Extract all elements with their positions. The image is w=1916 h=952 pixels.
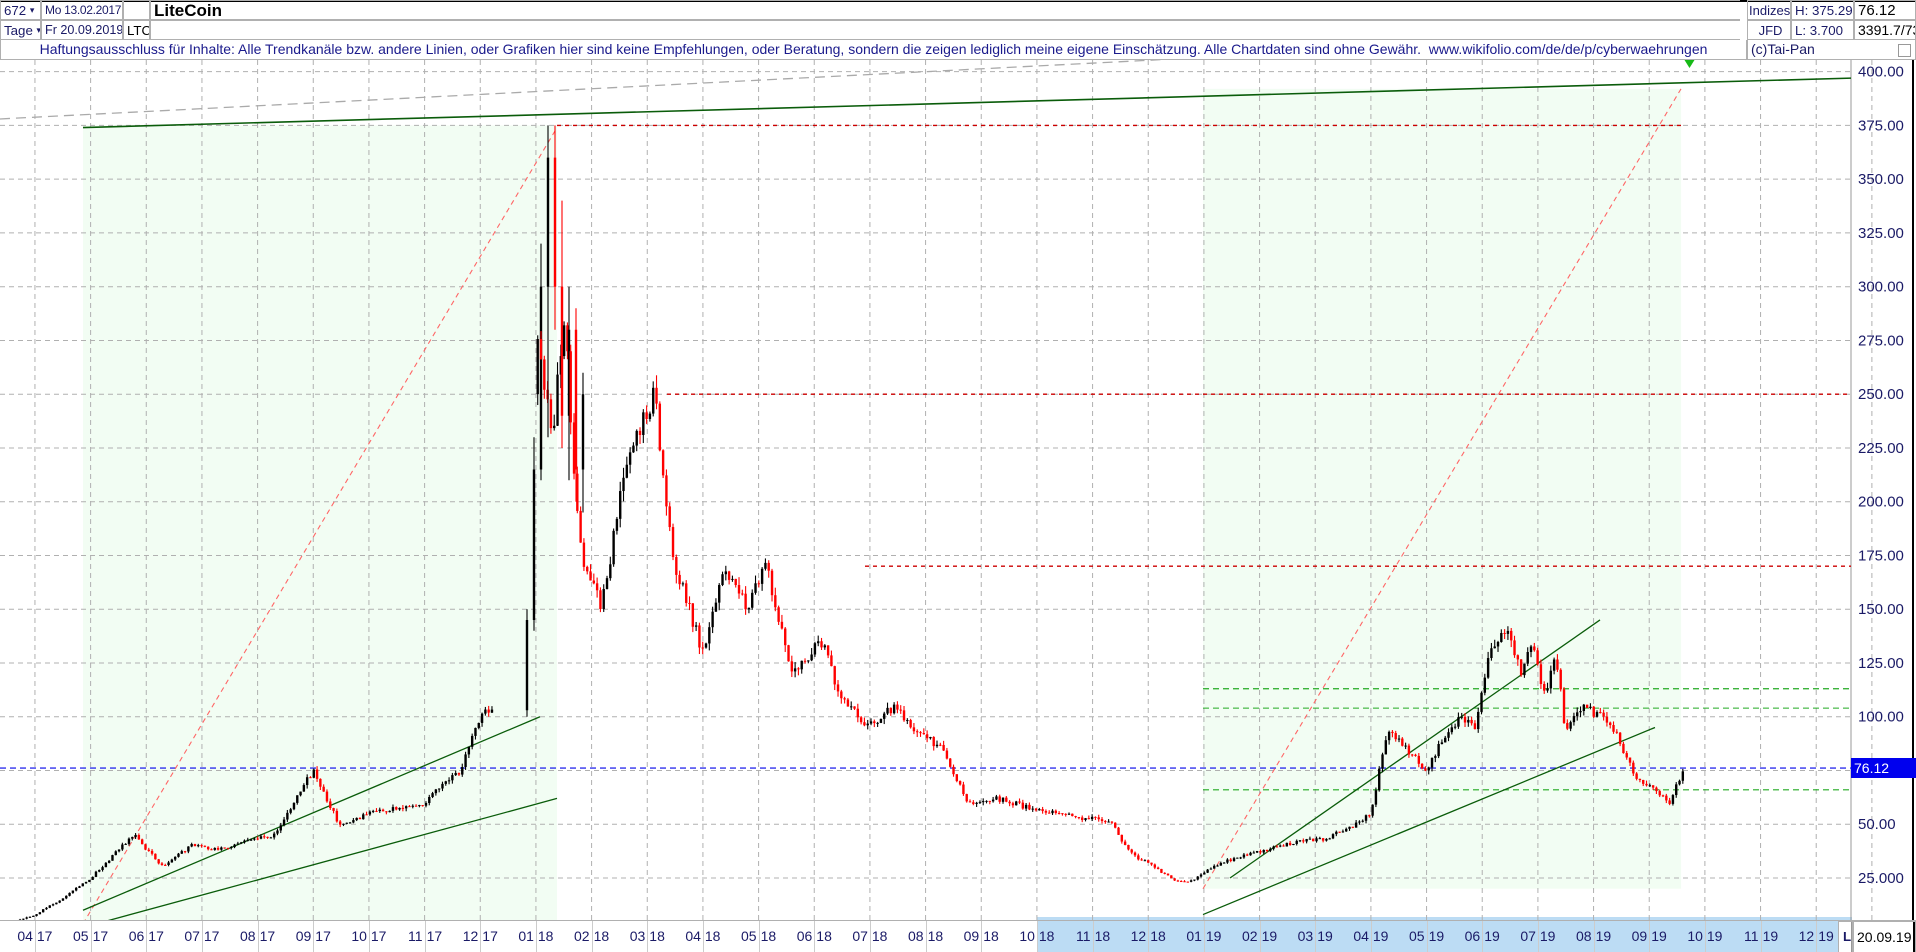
svg-text:50.00: 50.00 [1858,816,1896,833]
svg-text:175.00: 175.00 [1858,547,1904,564]
svg-text:300.00: 300.00 [1858,279,1904,296]
svg-text:375.00: 375.00 [1858,117,1904,134]
svg-text:100.00: 100.00 [1858,709,1904,726]
svg-text:350.00: 350.00 [1858,171,1904,188]
svg-text:200.00: 200.00 [1858,494,1904,511]
svg-text:125.00: 125.00 [1858,655,1904,672]
svg-text:25.000: 25.000 [1858,870,1904,887]
svg-text:400.00: 400.00 [1858,64,1904,81]
svg-text:275.00: 275.00 [1858,332,1904,349]
svg-text:250.00: 250.00 [1858,386,1904,403]
svg-text:150.00: 150.00 [1858,601,1904,618]
svg-text:225.00: 225.00 [1858,440,1904,457]
svg-text:325.00: 325.00 [1858,225,1904,242]
